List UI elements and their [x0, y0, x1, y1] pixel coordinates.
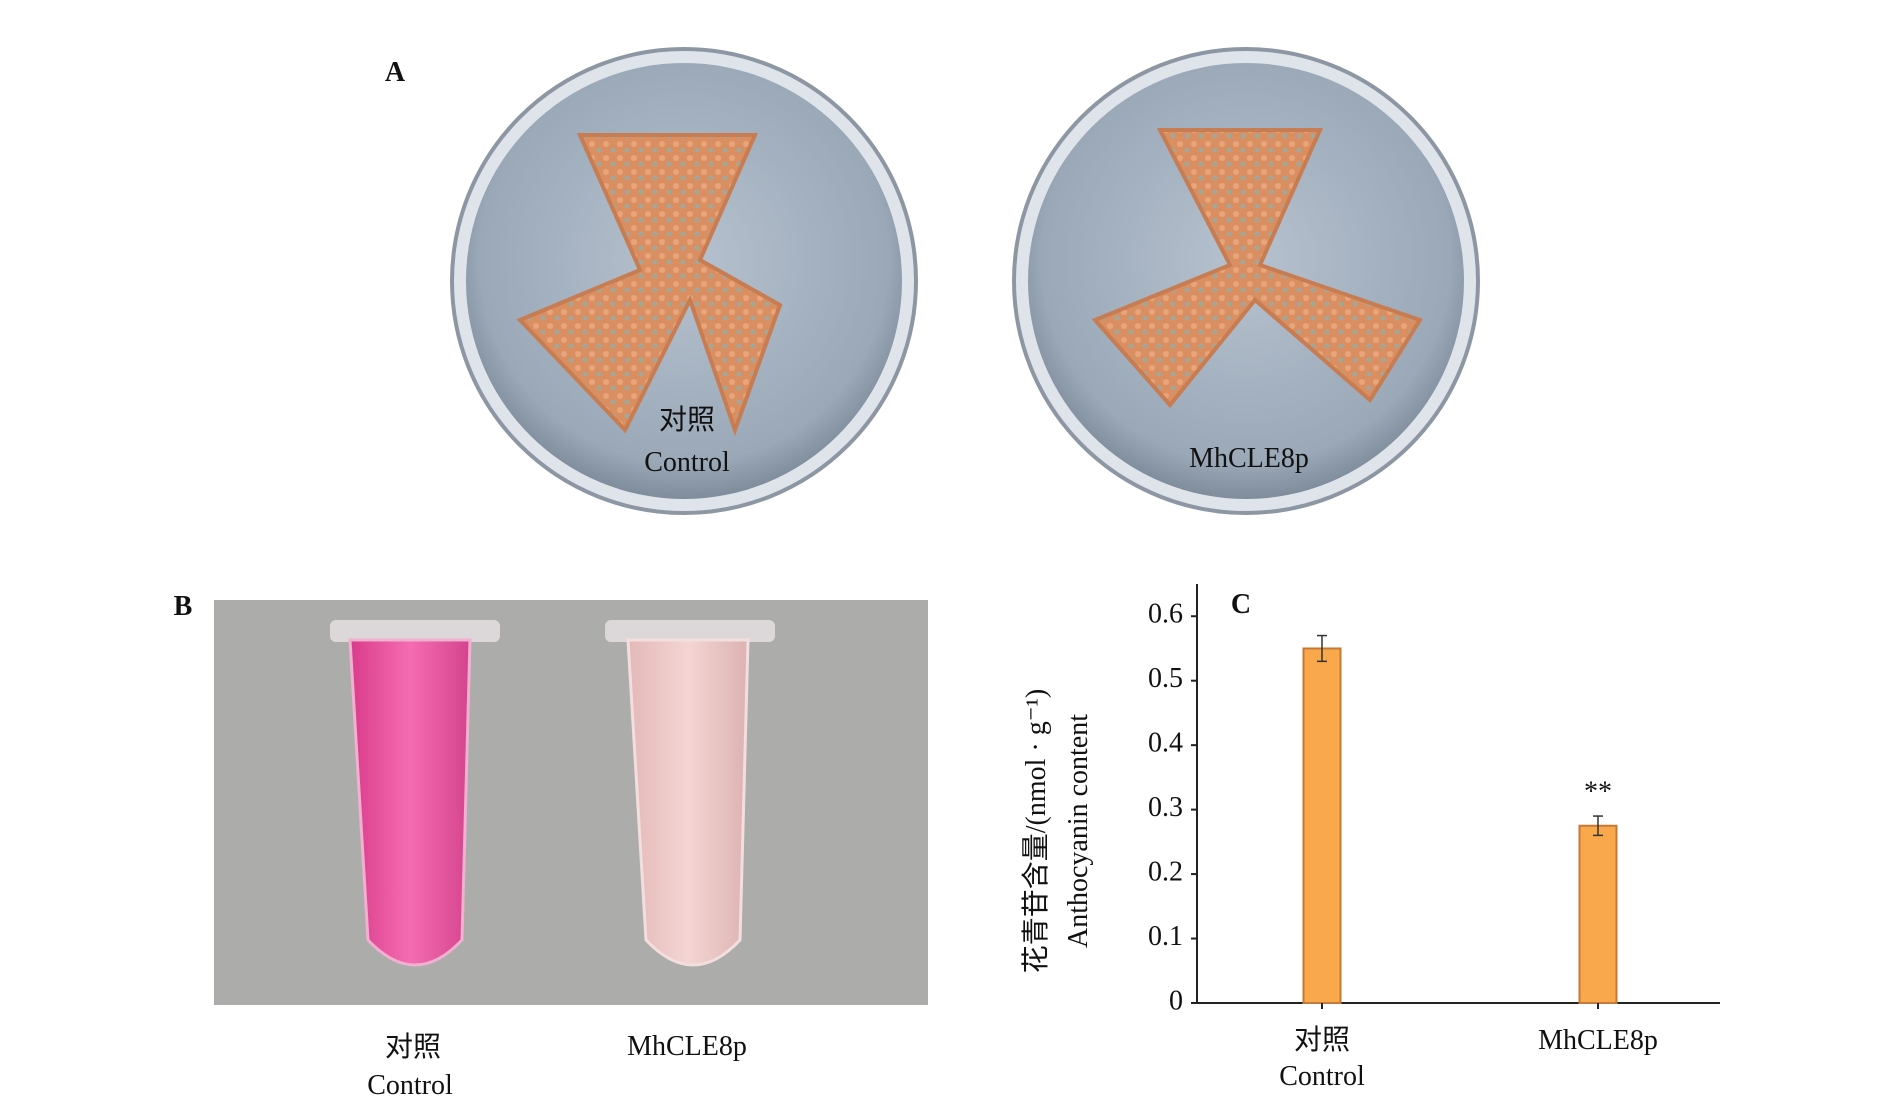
y-tick-label: 0.6 [1148, 599, 1183, 630]
x-tick-label: MhCLE8p [1538, 1025, 1658, 1056]
significance-mark: ** [1584, 776, 1612, 807]
y-tick-label: 0.3 [1148, 792, 1183, 823]
y-tick-label: 0 [1169, 985, 1183, 1016]
plate-label: MhCLE8p [1189, 443, 1309, 474]
panel-label: C [1230, 589, 1252, 620]
panel-label: A [384, 57, 406, 88]
y-tick-label: 0.1 [1148, 921, 1183, 952]
plate-label: 对照 [658, 405, 716, 436]
x-tick-label: 对照 Control [1279, 1025, 1365, 1092]
bar [1578, 824, 1618, 1004]
plate-treatment [1012, 47, 1480, 515]
tube-label: MhCLE8p [627, 1031, 747, 1062]
y-tick-label: 0.5 [1148, 663, 1183, 694]
y-tick-label: 0.4 [1148, 728, 1183, 759]
y-axis-label: 花青苷含量/(nmol · g⁻¹) [1021, 688, 1052, 974]
y-tick-label: 0.2 [1148, 856, 1183, 887]
tube-label: 对照 [384, 1032, 442, 1063]
y-axis-label: Anthocyanin content [1063, 713, 1094, 949]
tube-sublabel: Control [367, 1070, 453, 1101]
plate-control [450, 47, 918, 515]
plate-sublabel: Control [644, 447, 730, 478]
panel-label: B [173, 591, 193, 622]
bar [1302, 647, 1342, 1004]
tube-photo [214, 600, 928, 1005]
